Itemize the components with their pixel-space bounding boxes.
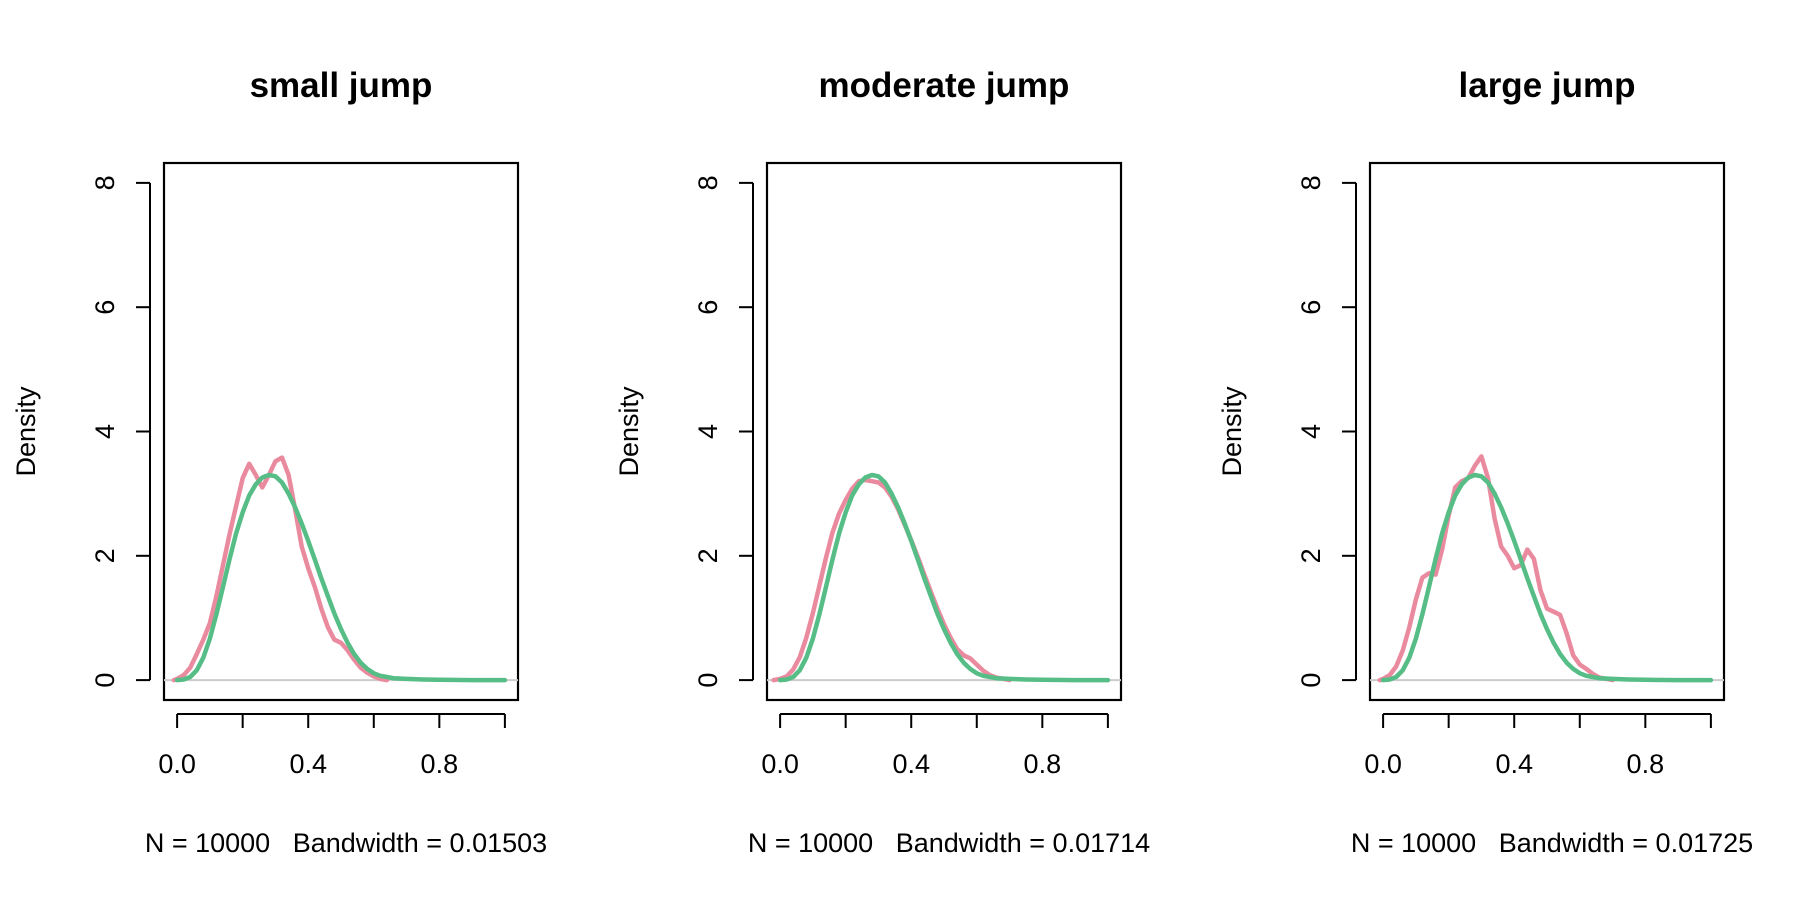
density-line-green <box>1380 472 1714 683</box>
panel-title: small jump <box>250 66 433 105</box>
density-panel: moderate jump 0.0 0.4 0.8 0 2 4 6 8 Density N = 10… <box>614 66 1150 858</box>
x-tick-label: 0.8 <box>421 749 459 779</box>
y-axis-label: Density <box>1217 386 1247 477</box>
panel-title: moderate jump <box>819 66 1070 105</box>
x-tick-label: 0.0 <box>1364 749 1402 779</box>
density-line-pink <box>1377 454 1615 683</box>
y-tick-label: 8 <box>90 175 120 190</box>
y-tick-label: 0 <box>1296 673 1326 688</box>
y-tick-label: 2 <box>1296 548 1326 563</box>
x-tick-label: 0.4 <box>1495 749 1533 779</box>
x-tick-label: 0.0 <box>761 749 799 779</box>
density-panel: large jump 0.0 0.4 0.8 0 2 4 6 8 Density N = 10000… <box>1217 66 1753 858</box>
y-tick-label: 2 <box>693 548 723 563</box>
x-tick-label: 0.4 <box>892 749 930 779</box>
x-tick-label: 0.0 <box>158 749 196 779</box>
y-tick-label: 8 <box>693 175 723 190</box>
y-tick-label: 6 <box>90 300 120 315</box>
x-axis-label: N = 10000 Bandwidth = 0.01714 <box>748 828 1150 858</box>
plot-frame <box>765 161 1123 702</box>
plot-frame <box>1368 161 1726 702</box>
y-tick-label: 4 <box>90 424 120 439</box>
y-tick-label: 6 <box>693 300 723 315</box>
y-axis-label: Density <box>11 386 41 477</box>
density-line-pink <box>171 455 390 683</box>
y-tick-label: 0 <box>90 673 120 688</box>
y-tick-label: 8 <box>1296 175 1326 190</box>
x-axis-label: N = 10000 Bandwidth = 0.01503 <box>145 828 547 858</box>
y-tick-label: 2 <box>90 548 120 563</box>
x-axis-label: N = 10000 Bandwidth = 0.01725 <box>1351 828 1753 858</box>
y-tick-label: 6 <box>1296 300 1326 315</box>
density-line-green <box>174 472 508 683</box>
y-tick-label: 0 <box>693 673 723 688</box>
x-tick-label: 0.8 <box>1627 749 1665 779</box>
plot-frame <box>162 161 520 702</box>
y-tick-label: 4 <box>1296 424 1326 439</box>
x-tick-label: 0.8 <box>1024 749 1062 779</box>
density-panel: small jump 0.0 0.4 0.8 0 2 4 6 8 Density N = 10000… <box>11 66 547 858</box>
y-tick-label: 4 <box>693 424 723 439</box>
x-tick-label: 0.4 <box>289 749 327 779</box>
density-line-green <box>777 472 1111 683</box>
panel-title: large jump <box>1459 66 1636 105</box>
y-axis-label: Density <box>614 386 644 477</box>
